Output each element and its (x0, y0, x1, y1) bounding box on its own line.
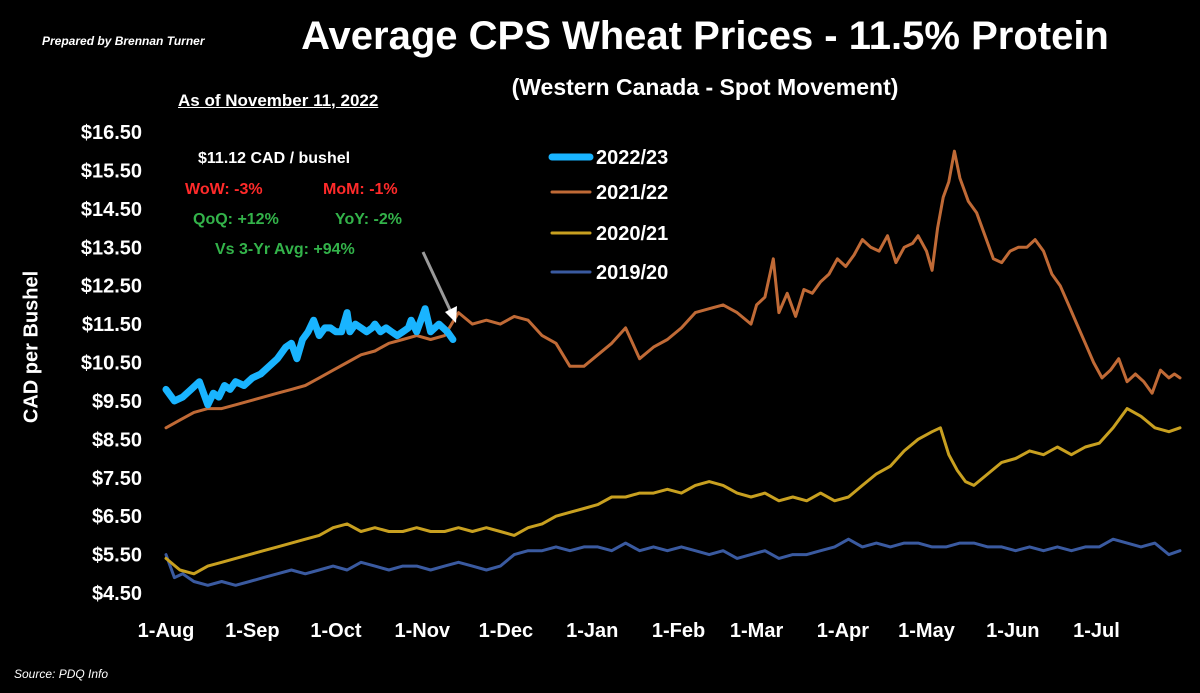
y-tick-label: $4.50 (92, 583, 142, 605)
x-tick-label: 1-Feb (652, 620, 705, 642)
x-tick-label: 1-May (898, 620, 956, 642)
chart-subtitle: (Western Canada - Spot Movement) (511, 74, 899, 100)
series-line-2020-21 (164, 407, 1182, 576)
x-tick-label: 1-Jan (566, 620, 618, 642)
y-tick-label: $12.50 (81, 276, 142, 298)
legend: 2022/23 2021/22 2020/21 2019/20 (548, 147, 668, 284)
x-tick-label: 1-Oct (310, 620, 361, 642)
series-lines (162, 149, 1182, 587)
legend-label: 2020/21 (596, 223, 668, 245)
x-tick-label: 1-Sep (225, 620, 279, 642)
y-axis-label: CAD per Bushel (20, 270, 43, 424)
series-line-2021-22 (164, 149, 1182, 430)
mom-change: MoM: -1% (323, 181, 398, 198)
legend-label: 2021/22 (596, 182, 668, 204)
annotation-arrow (421, 251, 457, 323)
series-line-2022-23 (162, 305, 457, 409)
legend-label: 2019/20 (596, 262, 668, 284)
x-tick-label: 1-Jun (986, 620, 1039, 642)
y-axis-ticks: $16.50 $15.50 $14.50 $13.50 $12.50 $11.50 $10.… (81, 122, 142, 605)
yoy-change: YoY: -2% (335, 211, 402, 228)
as-of-date: As of November 11, 2022 (178, 91, 379, 110)
y-tick-label: $9.50 (92, 391, 142, 413)
y-tick-label: $7.50 (92, 468, 142, 490)
qoq-change: QoQ: +12% (193, 211, 279, 228)
current-price: $11.12 CAD / bushel (198, 150, 351, 167)
y-tick-label: $11.50 (82, 314, 142, 336)
y-tick-label: $5.50 (92, 545, 142, 567)
source-note: Source: PDQ Info (14, 667, 109, 681)
x-tick-label: 1-Apr (817, 620, 869, 642)
x-tick-label: 1-Nov (394, 620, 450, 642)
chart-title: Average CPS Wheat Prices - 11.5% Protein (301, 14, 1109, 58)
prepared-by: Prepared by Brennan Turner (42, 34, 205, 48)
y-tick-label: $16.50 (81, 122, 142, 144)
y-tick-label: $8.50 (92, 429, 142, 451)
x-tick-label: 1-Aug (138, 620, 195, 642)
y-tick-label: $6.50 (92, 506, 142, 528)
x-tick-label: 1-Mar (730, 620, 784, 642)
vs-3yr-avg: Vs 3-Yr Avg: +94% (215, 241, 355, 258)
x-axis-ticks: 1-Aug 1-Sep 1-Oct 1-Nov 1-Dec 1-Jan 1-Feb 1-Mar… (138, 620, 1120, 642)
wow-change: WoW: -3% (185, 181, 263, 198)
legend-label: 2022/23 (596, 147, 668, 169)
y-tick-label: $10.50 (81, 353, 142, 375)
y-tick-label: $14.50 (81, 199, 142, 221)
x-tick-label: 1-Jul (1073, 620, 1120, 642)
series-line-2019-20 (164, 537, 1182, 587)
x-tick-label: 1-Dec (479, 620, 533, 642)
y-tick-label: $13.50 (81, 237, 142, 259)
y-tick-label: $15.50 (81, 160, 142, 182)
